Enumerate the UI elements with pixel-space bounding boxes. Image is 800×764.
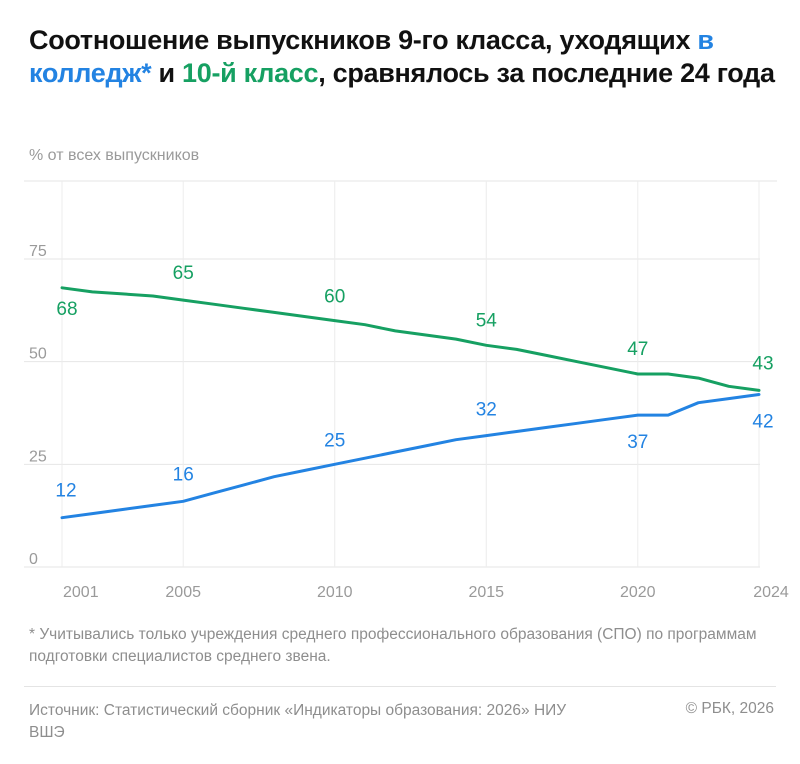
copyright: © РБК, 2026 [685,700,774,717]
footnote: * Учитывались только учреждения среднего… [29,626,757,665]
data-label-tenth-grade: 43 [752,353,773,374]
title-college-highlight: в колледж* [29,25,714,88]
data-label-tenth-grade: 65 [173,263,194,284]
x-tick-label: 2024 [753,584,789,601]
data-label-college: 25 [324,430,345,451]
title-text: и [151,58,183,88]
title-text: Соотношение выпускников 9-го класса, ухо… [29,25,698,55]
chart-title: Соотношение выпускников 9-го класса, ухо… [29,24,789,90]
title-tenth-grade-highlight: 10-й класс [182,58,319,88]
data-label-tenth-grade: 54 [476,310,498,331]
data-label-tenth-grade: 68 [56,299,77,320]
data-label-college: 42 [752,412,773,433]
title-text: , сравнялось за последние 24 года [318,58,775,88]
data-label-college: 37 [627,432,648,453]
divider [24,686,776,687]
x-tick-label: 2020 [620,584,656,601]
data-label-tenth-grade: 60 [324,287,345,308]
y-tick-label: 25 [29,448,47,465]
source-note: Источник: Статистический сборник «Индика… [29,702,567,741]
series-line-college [60,393,761,520]
y-tick-label: 75 [29,243,47,260]
data-label-college: 16 [173,464,194,485]
x-tick-label: 2015 [468,584,504,601]
y-tick-label: 0 [29,551,38,568]
series-line-tenth-grade [60,286,761,392]
line-chart: 0 25 50 75 2001 2005 2010 2015 2020 2024 68 65 60 54 4… [24,180,789,601]
data-label-college: 32 [476,400,497,421]
x-tick-label: 2005 [165,584,201,601]
data-label-tenth-grade: 47 [627,339,648,360]
x-tick-label: 2010 [317,584,353,601]
y-tick-label: 50 [29,346,47,363]
y-axis-label: % от всех выпускников [29,147,200,164]
x-tick-label: 2001 [63,584,99,601]
data-label-college: 12 [55,481,76,502]
